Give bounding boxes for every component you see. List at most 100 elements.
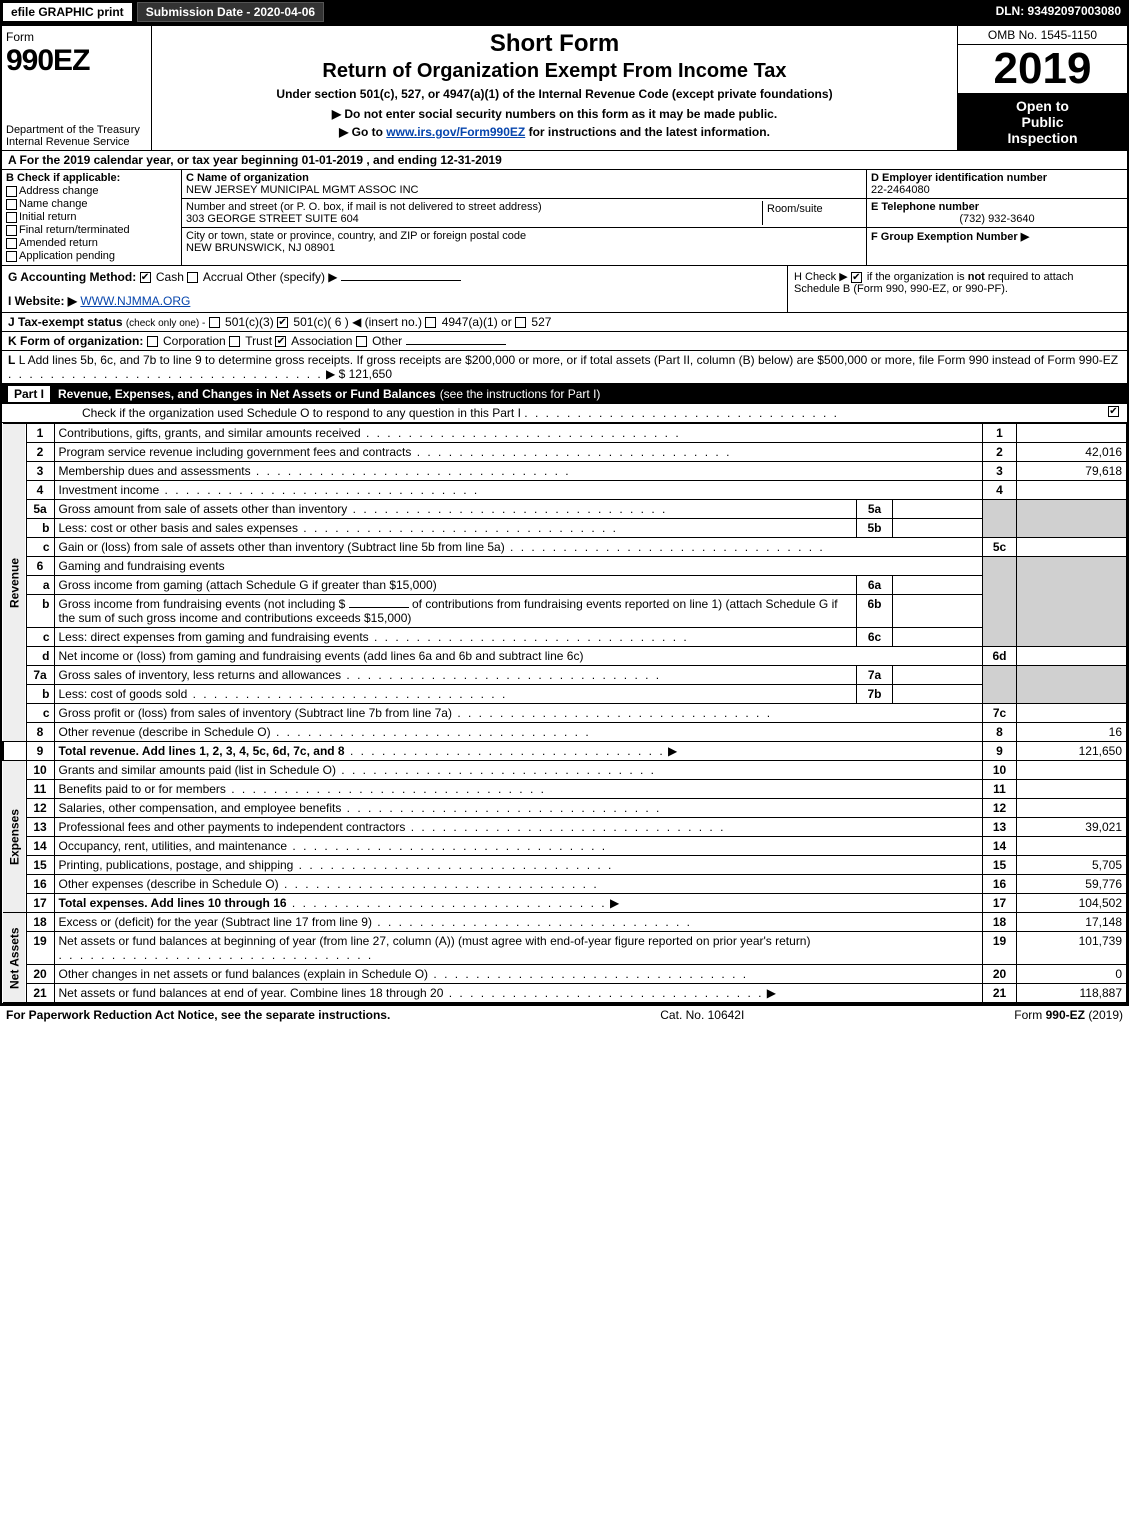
row19-num: 19 (26, 932, 54, 965)
row17-val: 104,502 (1017, 894, 1127, 913)
other-specify-line (341, 280, 461, 281)
irs-link[interactable]: www.irs.gov/Form990EZ (386, 125, 525, 139)
c-street-label: Number and street (or P. O. box, if mail… (186, 201, 762, 213)
row6b-desc: Gross income from fundraising events (no… (59, 597, 346, 611)
row7c-val (1017, 704, 1127, 723)
expenses-side-label: Expenses (3, 761, 26, 913)
chk-schedule-o[interactable] (1108, 406, 1119, 417)
chk-cash[interactable] (140, 272, 151, 283)
opt-accrual: Accrual (203, 270, 243, 284)
line-a: A For the 2019 calendar year, or tax yea… (2, 151, 1127, 170)
chk-final-return[interactable] (6, 225, 17, 236)
chk-accrual[interactable] (187, 272, 198, 283)
row19-rn: 19 (983, 932, 1017, 965)
row18-num: 18 (26, 913, 54, 932)
row11-val (1017, 780, 1127, 799)
chk-527[interactable] (515, 317, 526, 328)
chk-501c[interactable] (277, 317, 288, 328)
row3-desc: Membership dues and assessments (59, 464, 251, 478)
submission-date-button[interactable]: Submission Date - 2020-04-06 (137, 2, 324, 22)
row3-val: 79,618 (1017, 462, 1127, 481)
row4-num: 4 (26, 481, 54, 500)
row1-desc: Contributions, gifts, grants, and simila… (59, 426, 361, 440)
row20-desc: Other changes in net assets or fund bala… (59, 967, 429, 981)
row21-num: 21 (26, 984, 54, 1003)
row6b-num: b (26, 595, 54, 628)
tax-year: 2019 (958, 45, 1127, 94)
row6d-desc: Net income or (loss) from gaming and fun… (59, 649, 584, 663)
row6c-inval (893, 628, 983, 647)
lines-g-h: G Accounting Method: Cash Accrual Other … (2, 266, 1127, 313)
row3-num: 3 (26, 462, 54, 481)
chk-assoc[interactable] (275, 336, 286, 347)
opt-cash: Cash (156, 270, 184, 284)
form-subtitle: Return of Organization Exempt From Incom… (160, 60, 949, 83)
part1-title: Revenue, Expenses, and Changes in Net As… (58, 387, 436, 401)
row7ab-rn-shade (983, 666, 1017, 704)
part1-table: Revenue 1 Contributions, gifts, grants, … (2, 423, 1127, 1003)
efile-print-button[interactable]: efile GRAPHIC print (2, 2, 133, 22)
ssn-warning: ▶ Do not enter social security numbers o… (160, 107, 949, 121)
chk-name-change[interactable] (6, 199, 17, 210)
row5c-num: c (26, 538, 54, 557)
b-label: B Check if applicable: (6, 172, 177, 184)
chk-501c3[interactable] (209, 317, 220, 328)
opt-527: 527 (531, 315, 551, 329)
chk-other-org[interactable] (356, 336, 367, 347)
website-link[interactable]: WWW.NJMMA.ORG (80, 294, 190, 308)
row11-desc: Benefits paid to or for members (59, 782, 226, 796)
row8-rn: 8 (983, 723, 1017, 742)
row5c-desc: Gain or (loss) from sale of assets other… (59, 540, 505, 554)
chk-application-pending[interactable] (6, 251, 17, 262)
row10-desc: Grants and similar amounts paid (list in… (59, 763, 336, 777)
opt-initial-return: Initial return (19, 211, 76, 223)
row6-num: 6 (26, 557, 54, 576)
line-l: L L Add lines 5b, 6c, and 7b to line 9 t… (2, 351, 1127, 384)
row12-desc: Salaries, other compensation, and employ… (59, 801, 342, 815)
opt-other-org: Other (372, 334, 402, 348)
open-public-badge: Open to Public Inspection (958, 94, 1127, 150)
row5ab-rn-shade (983, 500, 1017, 538)
row6-val-shade (1017, 557, 1127, 647)
row16-rn: 16 (983, 875, 1017, 894)
phone-value: (732) 932-3640 (871, 213, 1123, 225)
chk-address-change[interactable] (6, 186, 17, 197)
row5b-in: 5b (857, 519, 893, 538)
j-label: J Tax-exempt status (8, 315, 123, 329)
chk-h[interactable] (851, 272, 862, 283)
row6b-inval (893, 595, 983, 628)
row18-desc: Excess or (deficit) for the year (Subtra… (59, 915, 372, 929)
c-city-label: City or town, state or province, country… (186, 230, 862, 242)
opt-other: Other (specify) ▶ (246, 270, 337, 284)
org-street: 303 GEORGE STREET SUITE 604 (186, 213, 762, 225)
row3-rn: 3 (983, 462, 1017, 481)
opt-amended-return: Amended return (19, 237, 98, 249)
row5b-desc: Less: cost or other basis and sales expe… (59, 521, 298, 535)
row7ab-val-shade (1017, 666, 1127, 704)
chk-amended-return[interactable] (6, 238, 17, 249)
chk-corp[interactable] (147, 336, 158, 347)
row13-desc: Professional fees and other payments to … (59, 820, 406, 834)
part1-label: Part I (8, 386, 50, 402)
chk-4947[interactable] (425, 317, 436, 328)
row18-val: 17,148 (1017, 913, 1127, 932)
org-name: NEW JERSEY MUNICIPAL MGMT ASSOC INC (186, 184, 862, 196)
row21-val: 118,887 (1017, 984, 1127, 1003)
footer-right-post: (2019) (1088, 1008, 1123, 1022)
chk-initial-return[interactable] (6, 212, 17, 223)
top-bar: efile GRAPHIC print Submission Date - 20… (0, 0, 1129, 24)
opt-501c: 501(c)( 6 ) ◀ (insert no.) (293, 315, 422, 329)
row8-desc: Other revenue (describe in Schedule O) (59, 725, 271, 739)
row13-val: 39,021 (1017, 818, 1127, 837)
chk-trust[interactable] (229, 336, 240, 347)
row7b-desc: Less: cost of goods sold (59, 687, 188, 701)
line-k: K Form of organization: Corporation Trus… (2, 332, 1127, 351)
row5a-desc: Gross amount from sale of assets other t… (59, 502, 348, 516)
opt-application-pending: Application pending (19, 250, 115, 262)
row10-val (1017, 761, 1127, 780)
other-org-line (406, 344, 506, 345)
row1-num: 1 (26, 424, 54, 443)
row18-rn: 18 (983, 913, 1017, 932)
form-header: Form 990EZ Department of the Treasury In… (2, 26, 1127, 151)
row6a-in: 6a (857, 576, 893, 595)
